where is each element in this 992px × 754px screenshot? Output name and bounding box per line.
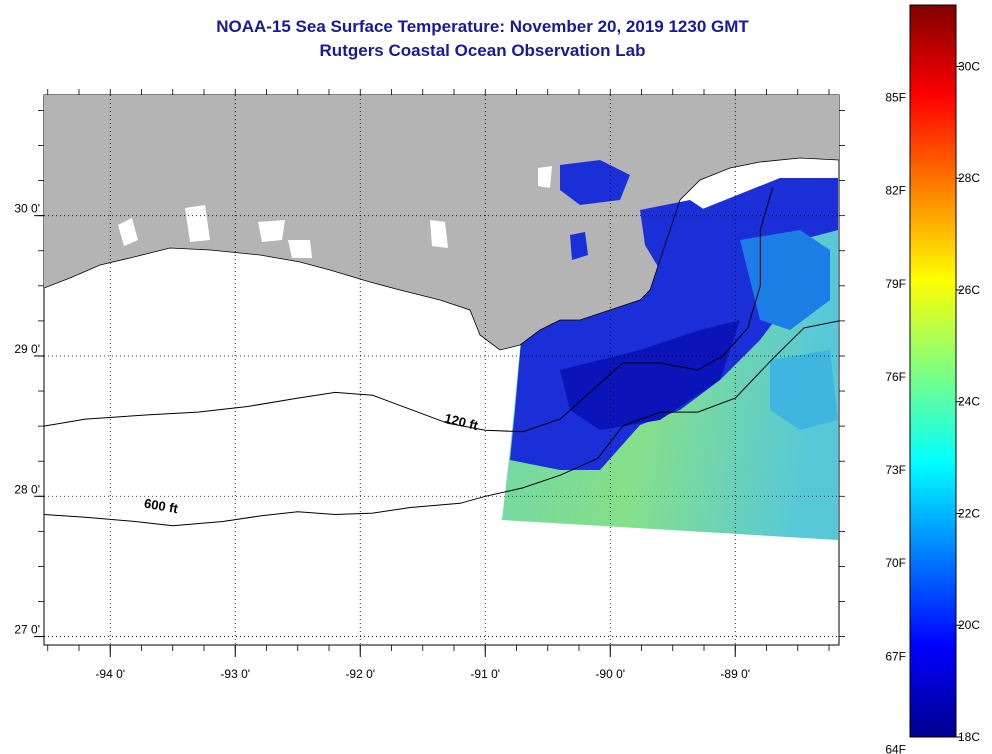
colorbar-c-label: 26C — [958, 283, 980, 297]
x-tick-label: -93 0' — [220, 667, 250, 681]
colorbar-c-label: 28C — [958, 171, 980, 185]
contour-line — [43, 187, 774, 433]
x-tick-label: -94 0' — [95, 667, 125, 681]
coastal-lake-5 — [430, 220, 448, 248]
y-tick-label: 27 0' — [14, 623, 40, 637]
colorbar-c-label: 24C — [958, 395, 980, 409]
colorbar-f-label: 73F — [885, 463, 906, 477]
x-tick-label: -89 0' — [720, 667, 750, 681]
colorbar-f-label: 79F — [885, 277, 906, 291]
colorbar-f-label: 67F — [885, 649, 906, 663]
contour-line — [43, 320, 840, 527]
colorbar-f-label: 64F — [885, 742, 906, 754]
colorbar-celsius-labels: 30C 28C 26C 24C 22C 20C 18C — [956, 59, 980, 744]
coastal-lake-1 — [118, 218, 138, 246]
transition-water-patch — [770, 350, 838, 430]
coldest-water-patch — [560, 320, 740, 430]
colorbar-c-label: 30C — [958, 59, 980, 73]
coastline — [44, 157, 839, 351]
colorbar-f-label: 70F — [885, 556, 906, 570]
colorbar-c-label: 20C — [958, 618, 980, 632]
y-tick-label: 28 0' — [14, 482, 40, 496]
coastal-lake-4 — [288, 240, 312, 258]
colorbar-c-label: 18C — [958, 730, 980, 744]
colorbar-fahrenheit-labels: 85F 82F 79F 76F 73F 70F 67F 64F — [885, 91, 906, 754]
colorbar-f-label: 76F — [885, 370, 906, 384]
inland-water-body — [560, 160, 630, 205]
x-tick-label: -91 0' — [470, 667, 500, 681]
x-tick-labels: -94 0' -93 0' -92 0' -91 0' -90 0' -89 0' — [95, 667, 750, 681]
colorbar-c-label: 22C — [958, 506, 980, 520]
mid-water-patch — [740, 230, 830, 330]
x-tick-label: -90 0' — [595, 667, 625, 681]
axis-ticks — [34, 89, 845, 657]
chart-subtitle: Rutgers Coastal Ocean Observation Lab — [319, 41, 646, 60]
y-tick-labels: 30 0' 29 0' 28 0' 27 0' — [14, 202, 40, 637]
coastal-lake-3 — [258, 220, 285, 242]
colorbar-f-label: 82F — [885, 184, 906, 198]
coastal-lake-6 — [538, 166, 552, 188]
grid-lines — [44, 95, 839, 645]
coastal-lake-2 — [185, 205, 210, 242]
x-tick-label: -92 0' — [345, 667, 375, 681]
contour-label: 600 ft — [143, 496, 180, 517]
bay-water — [640, 200, 720, 270]
colorbar — [909, 4, 957, 738]
colorbar-f-label: 85F — [885, 91, 906, 105]
y-tick-label: 29 0' — [14, 342, 40, 356]
map-layers — [44, 95, 839, 540]
chart-title: NOAA-15 Sea Surface Temperature: Novembe… — [216, 17, 749, 36]
y-tick-label: 30 0' — [14, 202, 40, 216]
small-lake-water — [570, 232, 588, 260]
